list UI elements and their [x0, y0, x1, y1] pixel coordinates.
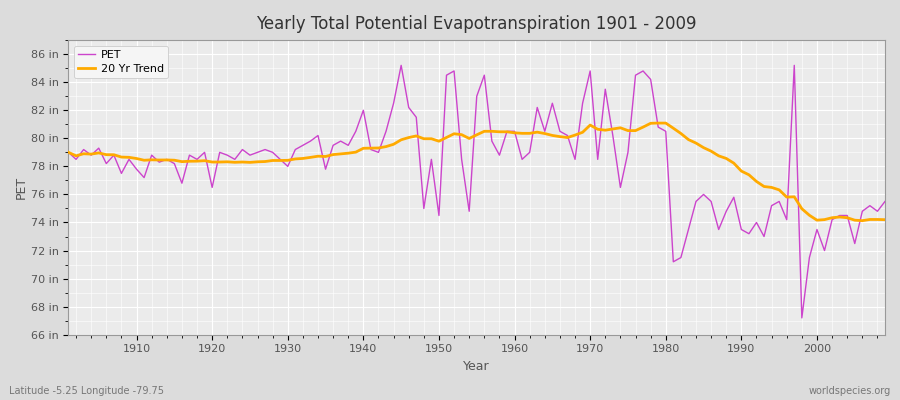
X-axis label: Year: Year — [464, 360, 490, 373]
Legend: PET, 20 Yr Trend: PET, 20 Yr Trend — [74, 46, 168, 78]
Y-axis label: PET: PET — [15, 176, 28, 199]
Title: Yearly Total Potential Evapotranspiration 1901 - 2009: Yearly Total Potential Evapotranspiratio… — [256, 15, 697, 33]
Text: worldspecies.org: worldspecies.org — [809, 386, 891, 396]
Text: Latitude -5.25 Longitude -79.75: Latitude -5.25 Longitude -79.75 — [9, 386, 164, 396]
